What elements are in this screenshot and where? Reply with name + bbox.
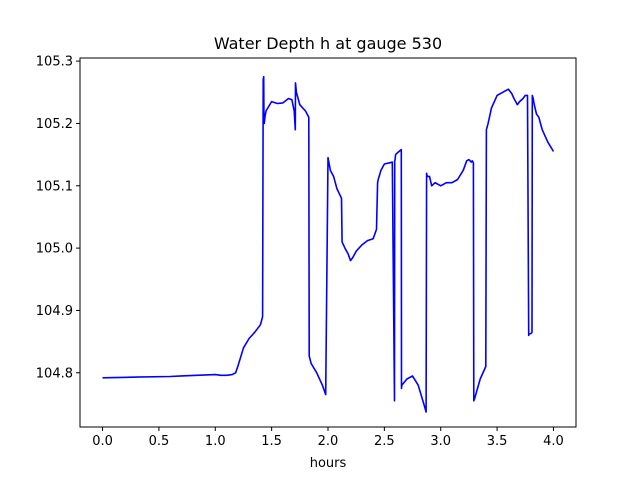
x-tick-label: 4.0 [543, 434, 564, 449]
x-tick-label: 3.0 [430, 434, 451, 449]
series-line [102, 75, 555, 413]
x-axis-label: hours [310, 456, 347, 471]
x-tick-label: 3.5 [487, 434, 508, 449]
x-tick-label: 1.0 [205, 434, 226, 449]
x-tick-label: 1.5 [261, 434, 282, 449]
x-tick-label: 2.0 [318, 434, 339, 449]
x-tick-label: 0.0 [92, 434, 113, 449]
x-tick-label: 2.5 [374, 434, 395, 449]
x-tick-label: 0.5 [149, 434, 170, 449]
y-tick-label: 104.9 [36, 304, 73, 319]
y-tick-label: 105.3 [36, 55, 73, 70]
y-tick-label: 104.8 [36, 366, 73, 381]
x-axis: 0.0 0.5 1.0 1.5 2.0 2.5 3.0 3.5 4.0 [92, 427, 564, 449]
y-axis: 104.8 104.9 105.0 105.1 105.2 105.3 [36, 55, 80, 381]
chart-title: Water Depth h at gauge 530 [214, 34, 442, 53]
y-tick-label: 105.2 [36, 117, 73, 132]
y-tick-label: 105.0 [36, 242, 73, 257]
plot-area [102, 75, 555, 413]
plot-frame [79, 57, 577, 428]
y-tick-label: 105.1 [36, 179, 73, 194]
